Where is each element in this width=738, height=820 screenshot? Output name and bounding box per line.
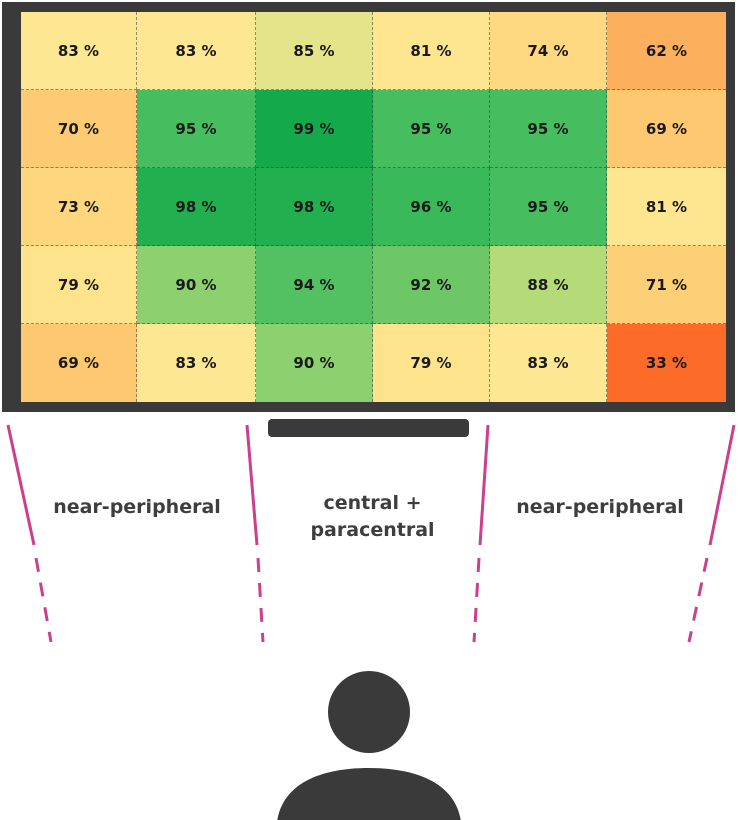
heatmap-cell: 83 %	[21, 12, 137, 90]
monitor-stand	[268, 419, 469, 437]
heatmap-cell: 98 %	[256, 168, 373, 246]
boundary-line-left-outer-solid	[6, 424, 36, 546]
zone-label-left: near-peripheral	[53, 496, 221, 518]
heatmap-cell: 81 %	[373, 12, 490, 90]
heatmap-cell: 85 %	[256, 12, 373, 90]
heatmap-cell: 71 %	[607, 246, 726, 324]
person-body	[277, 768, 461, 820]
boundary-line-right-outer-solid	[708, 424, 736, 546]
heatmap-cell: 95 %	[373, 90, 490, 168]
heatmap-cell: 69 %	[21, 324, 137, 402]
heatmap-cell: 95 %	[490, 90, 607, 168]
heatmap-cell: 88 %	[490, 246, 607, 324]
heatmap-cell: 92 %	[373, 246, 490, 324]
zone-label-center-line1: central +	[323, 492, 422, 514]
heatmap-cell: 83 %	[490, 324, 607, 402]
heatmap-cell: 83 %	[137, 324, 256, 402]
heatmap-cell: 96 %	[373, 168, 490, 246]
heatmap-cell: 90 %	[256, 324, 373, 402]
heatmap-cell: 73 %	[21, 168, 137, 246]
heatmap-cell: 95 %	[490, 168, 607, 246]
heatmap-cell: 98 %	[137, 168, 256, 246]
heatmap-cell: 79 %	[21, 246, 137, 324]
heatmap-cell: 70 %	[21, 90, 137, 168]
heatmap-cell: 33 %	[607, 324, 726, 402]
heatmap-grid: 83 % 83 % 85 % 81 % 74 % 62 % 70 % 95 % 99 % 95 %…	[21, 12, 726, 402]
heatmap-cell: 90 %	[137, 246, 256, 324]
heatmap-cell: 74 %	[490, 12, 607, 90]
zone-label-right: near-peripheral	[516, 496, 684, 518]
heatmap-cell: 99 %	[256, 90, 373, 168]
person-head	[328, 671, 410, 753]
heatmap-cell: 79 %	[373, 324, 490, 402]
boundary-line-left-inner-solid	[245, 424, 259, 546]
heatmap-cell: 83 %	[137, 12, 256, 90]
monitor: 83 % 83 % 85 % 81 % 74 % 62 % 70 % 95 % 99 % 95 %…	[2, 2, 735, 412]
boundary-line-right-inner-solid	[478, 424, 490, 546]
heatmap-cell: 62 %	[607, 12, 726, 90]
heatmap-cell: 69 %	[607, 90, 726, 168]
zone-label-center: central + paracentral	[290, 490, 455, 544]
heatmap-cell: 94 %	[256, 246, 373, 324]
heatmap-cell: 81 %	[607, 168, 726, 246]
heatmap-cell: 95 %	[137, 90, 256, 168]
zone-label-center-line2: paracentral	[310, 519, 435, 541]
